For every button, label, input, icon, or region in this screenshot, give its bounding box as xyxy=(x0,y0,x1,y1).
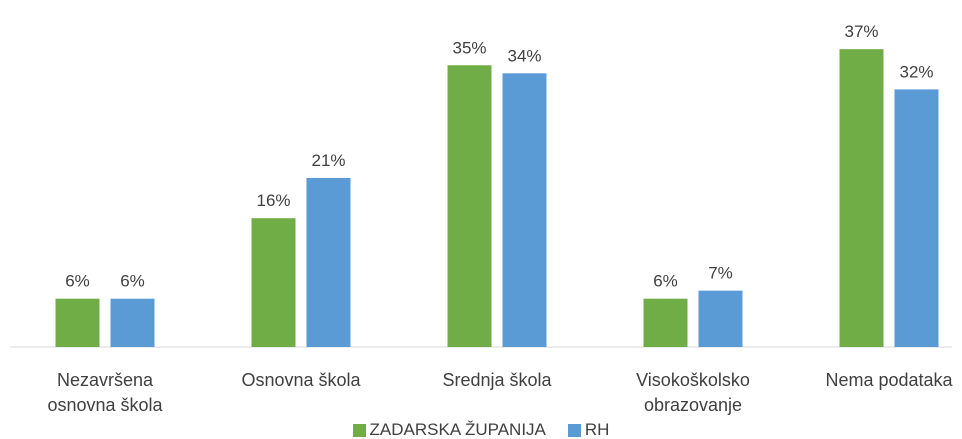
data-label: 6% xyxy=(120,272,145,291)
data-label: 16% xyxy=(256,191,290,210)
bar xyxy=(447,65,492,347)
x-tick-label: Visokoškolsko obrazovanje xyxy=(636,370,750,415)
data-label: 35% xyxy=(452,38,486,57)
bar xyxy=(251,218,296,347)
bar xyxy=(698,290,743,347)
bar xyxy=(502,73,547,348)
legend-swatch xyxy=(567,423,581,437)
bar xyxy=(839,49,884,348)
legend-label: ZADARSKA ŽUPANIJA xyxy=(369,420,546,439)
x-tick-label: Srednja škola xyxy=(442,370,552,390)
x-tick-label: Nema podataka xyxy=(825,370,953,390)
plot-area: 6% 6% 16% 21% 35% 34% 6% 7% 37% 32% xyxy=(10,22,952,348)
bar xyxy=(894,89,939,348)
x-tick-label: Nezavršena osnovna škola xyxy=(47,370,163,415)
bar xyxy=(643,298,688,347)
legend-item: RH xyxy=(567,420,610,439)
legend-item: ZADARSKA ŽUPANIJA xyxy=(352,420,546,439)
data-label: 6% xyxy=(65,272,90,291)
legend: ZADARSKA ŽUPANIJA RH xyxy=(0,420,962,439)
x-tick-label: Osnovna škola xyxy=(241,370,361,390)
data-label: 6% xyxy=(653,272,678,291)
data-label: 21% xyxy=(311,151,345,170)
data-label: 7% xyxy=(708,264,733,283)
data-label: 34% xyxy=(507,46,541,65)
legend-label: RH xyxy=(584,420,610,439)
bar xyxy=(55,298,100,347)
bar xyxy=(306,177,351,347)
legend-swatch xyxy=(352,423,366,437)
data-label: 37% xyxy=(844,22,878,41)
bar xyxy=(110,298,155,347)
data-label: 32% xyxy=(899,62,933,81)
